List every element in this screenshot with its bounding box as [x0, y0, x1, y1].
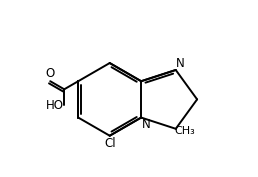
Text: Cl: Cl	[104, 137, 116, 150]
Text: CH₃: CH₃	[175, 126, 196, 136]
Text: N: N	[142, 118, 150, 131]
Text: N: N	[176, 57, 185, 70]
Text: HO: HO	[45, 99, 63, 112]
Text: O: O	[46, 67, 55, 80]
